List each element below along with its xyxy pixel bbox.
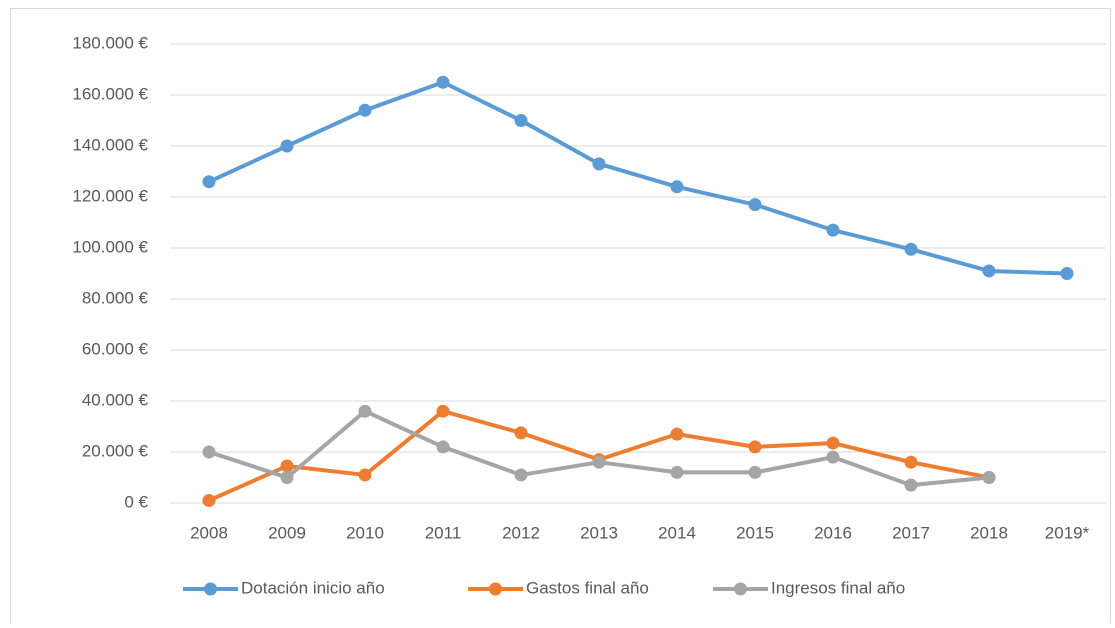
x-tick-label: 2012 [502, 523, 540, 542]
y-tick-label: 100.000 € [72, 237, 148, 256]
x-tick-label: 2018 [970, 523, 1008, 542]
y-tick-label: 40.000 € [82, 390, 149, 409]
series-line [208, 80, 1068, 276]
point [358, 468, 372, 482]
chart-frame [10, 8, 1111, 628]
point [202, 493, 216, 507]
point [904, 242, 918, 256]
point [280, 459, 294, 473]
y-tick-label: 0 € [124, 492, 148, 511]
x-tick-label: 2014 [658, 523, 696, 542]
point [748, 440, 762, 454]
point [514, 114, 528, 127]
point [592, 157, 606, 171]
point [748, 198, 762, 212]
point [358, 103, 372, 117]
y-tick-label: 20.000 € [82, 441, 149, 460]
point [826, 436, 840, 450]
point [436, 404, 450, 418]
point [826, 450, 840, 464]
legend-marker [489, 582, 502, 596]
point [826, 223, 840, 237]
x-tick-label: 2009 [268, 523, 306, 542]
y-tick-label: 160.000 € [72, 84, 148, 103]
legend-label: Ingresos final año [771, 578, 905, 597]
y-tick-label: 120.000 € [72, 186, 148, 205]
point [358, 404, 372, 418]
point [670, 427, 684, 441]
legend-marker [734, 582, 747, 596]
point [1060, 267, 1074, 280]
x-tick-label: 2015 [736, 523, 774, 542]
point [982, 471, 996, 484]
y-tick-label: 180.000 € [72, 33, 148, 52]
point [436, 440, 450, 454]
x-tick-label: 2016 [814, 523, 852, 542]
x-tick-label: 2013 [580, 523, 618, 542]
point [982, 264, 996, 278]
point [202, 445, 216, 459]
point [904, 455, 918, 469]
legend-label: Dotación inicio año [241, 578, 385, 597]
point [514, 468, 528, 482]
point [592, 455, 606, 469]
point [514, 426, 528, 440]
x-tick-label: 2008 [190, 523, 228, 542]
point [280, 471, 294, 484]
point [670, 180, 684, 194]
y-tick-label: 80.000 € [82, 288, 149, 307]
y-tick-label: 140.000 € [72, 135, 148, 154]
point [670, 465, 684, 479]
point [436, 75, 450, 89]
x-tick-label: 2019* [1045, 523, 1090, 542]
y-tick-label: 60.000 € [82, 339, 149, 358]
point [202, 175, 216, 189]
x-tick-label: 2010 [346, 523, 384, 542]
point [280, 139, 294, 153]
legend-label: Gastos final año [526, 578, 649, 597]
point [748, 465, 762, 479]
point [904, 478, 918, 492]
x-tick-label: 2011 [425, 523, 462, 542]
legend-marker [204, 582, 217, 596]
x-tick-label: 2017 [892, 523, 930, 542]
series-line [208, 409, 990, 488]
